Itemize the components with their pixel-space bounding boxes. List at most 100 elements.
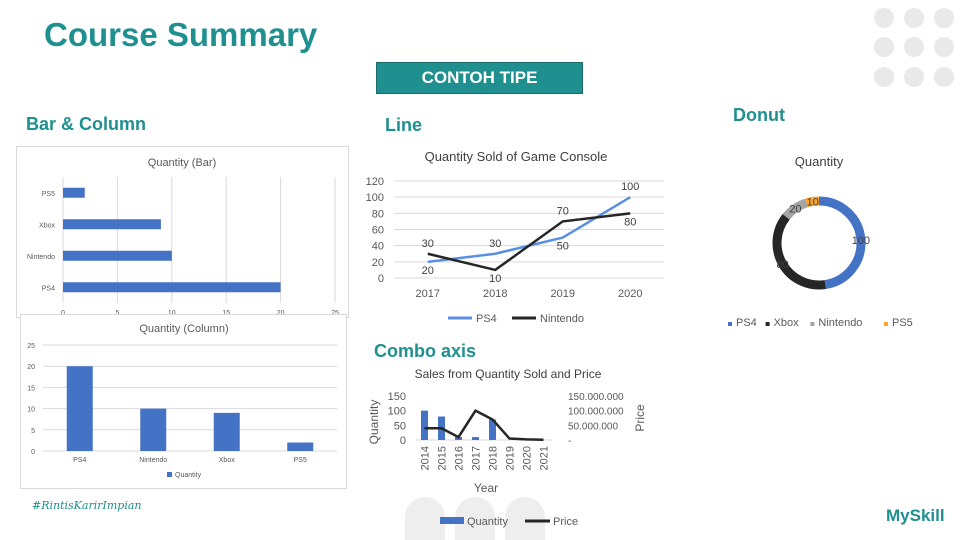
legend-swatch (440, 517, 464, 524)
legend-label: PS5 (892, 317, 913, 329)
column-bar (66, 366, 93, 451)
column-bar (213, 412, 240, 451)
page-title: Course Summary (44, 16, 318, 53)
bar (63, 187, 85, 198)
y-tick-label: Xbox (39, 222, 55, 229)
legend-label: Nintendo (540, 313, 584, 325)
chart-title: Quantity (Bar) (148, 157, 216, 169)
section-title-bar-column: Bar & Column (26, 114, 147, 134)
legend-label: PS4 (476, 313, 497, 325)
legend-swatch (765, 322, 770, 326)
y-tick-label: 5 (31, 428, 35, 435)
data-label: 70 (557, 205, 569, 217)
y-tick-label: 50 (394, 420, 406, 432)
y2-tick-label: 150.000.000 (568, 392, 624, 403)
legend-swatch (728, 322, 732, 326)
x-tick-label: 2019 (551, 288, 575, 300)
brand-logo: MySkill (886, 506, 945, 525)
y2-tick-label: 50.000.000 (568, 421, 618, 432)
legend-label: Nintendo (818, 317, 862, 329)
section-title-combo-axis: Combo axis (374, 341, 477, 361)
y-tick-label: 0 (31, 449, 35, 456)
data-label: 30 (422, 238, 434, 250)
decor-dot (904, 8, 924, 28)
x-tick-label: 20 (277, 310, 285, 317)
x-tick-label: 15 (222, 310, 230, 317)
x-tick-label: 2020 (618, 288, 642, 300)
data-label: 20 (789, 203, 801, 215)
combo-bar (455, 437, 462, 440)
column-bar (140, 408, 167, 451)
y2-tick-label: 100.000.000 (568, 407, 624, 418)
type-badge: CONTOH TIPE (376, 62, 583, 94)
hashtag-text: #RintisKarirImpian (32, 499, 142, 512)
legend-label: Quantity (175, 472, 202, 479)
decor-dot (904, 37, 924, 57)
donut-chart: Quantity 100 80 20 10 PS4 Xbox Nintendo PS5 (728, 154, 913, 329)
y-tick-label: 20 (372, 257, 384, 269)
y-tick-label: 100 (366, 192, 384, 204)
x-tick-label: 2016 (454, 446, 466, 470)
data-label: 80 (624, 216, 636, 228)
donut-slice (805, 196, 820, 208)
y-tick-label: 20 (27, 364, 35, 371)
combo-bar (472, 437, 479, 440)
x-tick-label: PS5 (294, 457, 307, 464)
x-tick-label: 2018 (483, 288, 507, 300)
section-title-donut: Donut (733, 105, 785, 125)
data-label: 100 (621, 181, 639, 193)
y-tick-label: 60 (372, 225, 384, 237)
legend-label: Price (553, 516, 578, 528)
bar (63, 250, 172, 261)
dot-grid-decoration (872, 6, 956, 90)
y-tick-label: 10 (27, 407, 35, 414)
y-tick-label: 0 (400, 435, 406, 447)
x-tick-label: 5 (115, 310, 119, 317)
arch-decoration (405, 497, 545, 540)
series-line (427, 212, 631, 272)
x-tick-label: 10 (168, 310, 176, 317)
data-label: 80 (777, 259, 789, 271)
x-tick-label: 2021 (539, 446, 551, 470)
y-tick-label: 40 (372, 241, 384, 253)
data-label: 10 (489, 273, 501, 285)
decor-dot (874, 67, 894, 87)
x-tick-label: Nintendo (139, 457, 167, 464)
y-tick-label: PS5 (42, 191, 55, 198)
column-bar (287, 442, 314, 451)
x-tick-label: 2017 (416, 288, 440, 300)
bar-chart: Quantity (Bar) 0 5 10 15 20 25 PS4 Nintendo Xbox P… (27, 157, 339, 317)
x-tick-label: 2014 (420, 446, 432, 470)
legend-swatch (884, 322, 888, 326)
combo-chart: Sales from Quantity Sold and Price 0 50 100… (367, 367, 647, 528)
legend-label: Xbox (774, 317, 800, 329)
x-tick-label: 2015 (437, 446, 449, 470)
donut-slice (818, 196, 866, 289)
x-tick-label: 0 (61, 310, 65, 317)
donut-slice (782, 198, 809, 220)
y-tick-label: 25 (27, 343, 35, 350)
x-tick-label: 2018 (488, 446, 500, 470)
legend-swatch (167, 472, 172, 477)
chart-title: Sales from Quantity Sold and Price (415, 367, 602, 381)
y-tick-label: Nintendo (27, 254, 55, 261)
data-label: 20 (422, 265, 434, 277)
bar (63, 219, 161, 230)
decor-dot (934, 37, 954, 57)
series-line (424, 409, 544, 441)
chart-title: Quantity (795, 154, 844, 169)
decor-dot (934, 8, 954, 28)
y2-tick-label: - (568, 436, 571, 447)
y-tick-label: 120 (366, 176, 384, 188)
section-title-line: Line (385, 115, 423, 135)
line-chart: Quantity Sold of Game Console 0 20 40 60 80 10… (366, 149, 664, 325)
column-chart: Quantity (Column) 0 5 10 15 20 25 PS4 Nintendo Xb… (27, 323, 337, 479)
decor-dot (874, 8, 894, 28)
legend-label: Quantity (467, 516, 508, 528)
donut-slice (772, 214, 826, 290)
y-tick-label: 150 (388, 391, 406, 403)
data-label: 30 (489, 238, 501, 250)
x-tick-label: 25 (331, 310, 339, 317)
x-axis-title: Year (474, 481, 498, 495)
x-tick-label: PS4 (73, 457, 86, 464)
